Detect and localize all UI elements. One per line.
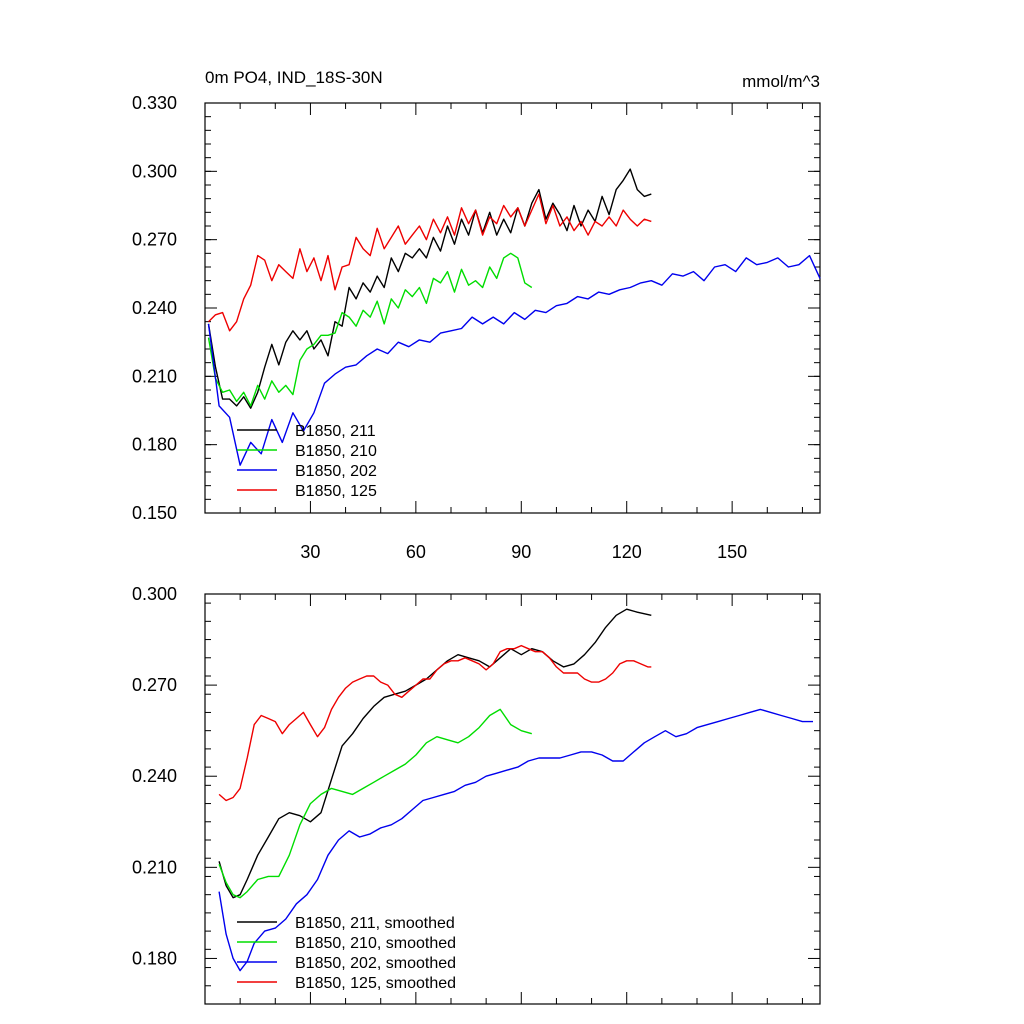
y-tick-label: 0.150 xyxy=(132,503,177,523)
series-line-1 xyxy=(207,252,533,407)
series-line-0 xyxy=(218,608,652,899)
top-panel: 0m PO4, IND_18S-30N mmol/m^3 0.1500.1800… xyxy=(132,68,821,562)
x-tick-label: 120 xyxy=(612,542,642,562)
y-tick-label: 0.240 xyxy=(132,298,177,318)
bottom-plot-frame xyxy=(204,593,821,1005)
y-tick-label: 0.270 xyxy=(132,230,177,250)
bottom-series-group xyxy=(218,608,813,972)
series-line-2 xyxy=(218,708,813,972)
legend-label-2: B1850, 202, smoothed xyxy=(295,955,456,972)
series-line-3 xyxy=(208,193,652,332)
y-tick-label: 0.330 xyxy=(132,93,177,113)
top-axis-ticks: 0.150 0.180 0.210 0.240 0.270 0.300 0.330 30 60 9… xyxy=(132,93,820,562)
y-tick-label: 0.180 xyxy=(132,435,177,455)
top-title-right: mmol/m^3 xyxy=(742,72,820,91)
legend-label-3: B1850, 125, smoothed xyxy=(295,975,456,992)
series-line-1 xyxy=(218,708,532,899)
bottom-legend: B1850, 211, smoothed B1850, 210, smoothed… xyxy=(237,915,456,992)
y-tick-label: 0.300 xyxy=(132,161,177,181)
x-tick-label: 60 xyxy=(406,542,426,562)
series-line-3 xyxy=(218,644,652,802)
top-legend: B1850, 211 B1850, 210 B1850, 202 B1850, 125 xyxy=(237,423,377,500)
y-tick-label: 0.180 xyxy=(132,948,177,968)
y-tick-label: 0.270 xyxy=(132,675,177,695)
x-tick-label: 150 xyxy=(717,542,747,562)
legend-label-2: B1850, 202 xyxy=(295,463,377,480)
legend-label-0: B1850, 211, smoothed xyxy=(295,915,455,932)
x-tick-label: 30 xyxy=(300,542,320,562)
top-series-group xyxy=(207,168,821,466)
series-line-2 xyxy=(207,254,821,466)
bottom-panel: 0.180 0.210 0.240 0.270 0.300 B1850, 211, sm… xyxy=(132,584,821,1005)
top-title-left: 0m PO4, IND_18S-30N xyxy=(205,68,383,87)
x-tick-label: 90 xyxy=(511,542,531,562)
legend-label-0: B1850, 211 xyxy=(295,423,376,440)
legend-label-3: B1850, 125 xyxy=(295,483,377,500)
bottom-axis-ticks: 0.180 0.210 0.240 0.270 0.300 xyxy=(132,584,820,1005)
series-line-0 xyxy=(207,168,652,409)
legend-label-1: B1850, 210 xyxy=(295,443,377,460)
y-tick-label: 0.210 xyxy=(132,857,177,877)
y-tick-label: 0.240 xyxy=(132,766,177,786)
y-tick-label: 0.300 xyxy=(132,584,177,604)
legend-label-1: B1850, 210, smoothed xyxy=(295,935,456,952)
y-tick-label: 0.210 xyxy=(132,366,177,386)
